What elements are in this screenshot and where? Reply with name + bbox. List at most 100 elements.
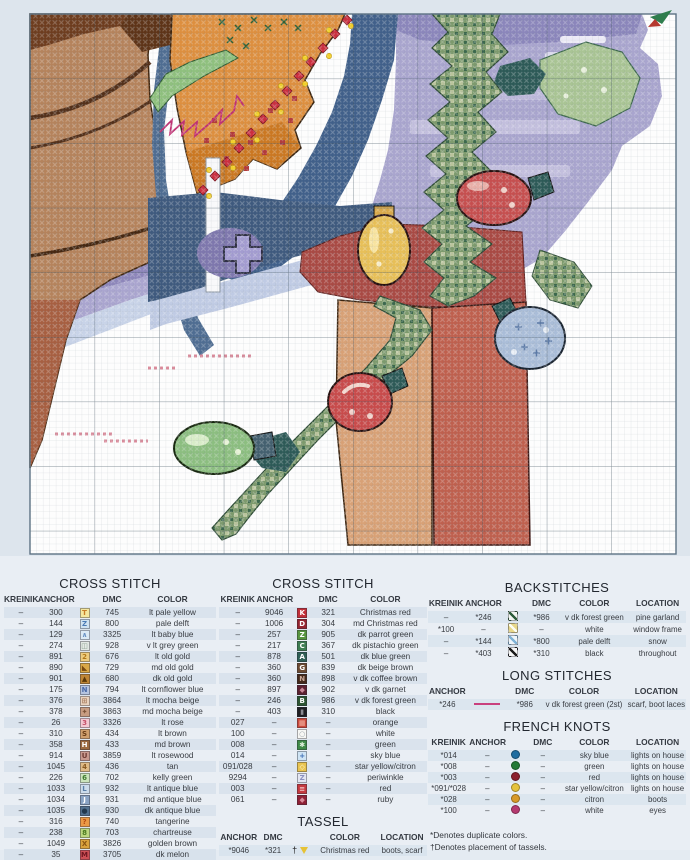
- column-header: COLOR: [579, 737, 610, 747]
- column-header: ANCHOR: [465, 598, 502, 608]
- column-header: COLOR: [370, 594, 401, 604]
- table-row: –9046 K 321 Christmas red: [219, 607, 427, 618]
- grid-border: [29, 13, 677, 555]
- table-row: 008– ✱ – green: [219, 739, 427, 750]
- footnotes: *Denotes duplicate colors. †Denotes plac…: [428, 829, 686, 853]
- column-header: [505, 737, 526, 750]
- backstitches-table: KREINIK ANCHOR DMC COLOR LOCATION – *246 *986 v …: [428, 598, 686, 659]
- table-row: –1033 L 932 lt antique blue: [4, 783, 216, 794]
- long-stitches-title: LONG STITCHES: [502, 668, 612, 683]
- stitch-symbol: Z: [297, 630, 308, 640]
- column-header: [288, 832, 313, 845]
- column-header: COLOR: [579, 598, 610, 608]
- table-row: –26 3 3326 lt rose: [4, 717, 216, 728]
- column-header: DMC: [515, 686, 535, 696]
- table-row: *100– – white eyes: [440, 805, 666, 815]
- column-header: [292, 594, 313, 607]
- stitch-symbol: C: [297, 641, 308, 651]
- table-row: –310 S 434 lt brown: [18, 728, 187, 739]
- column-header: KREINIK: [428, 598, 464, 608]
- stitch-symbol: 2: [79, 652, 90, 662]
- stitch-symbol: ✱: [297, 740, 308, 750]
- french-knot-symbol: [511, 750, 521, 759]
- table-row: –274 ◫ 928 v lt grey green: [18, 640, 199, 651]
- table-row: –316? 740 tangerine: [18, 816, 190, 827]
- header-row: KREINIK ANCHOR DMC COLOR LOCATION: [428, 737, 686, 750]
- header-row: KREINIK ANCHOR DMC COLOR: [4, 594, 216, 607]
- table-row: –300 T 745 lt pale yellow: [4, 607, 216, 618]
- stitch-symbol: 6: [79, 773, 90, 783]
- table-row: *003– – red lights on house: [428, 772, 686, 783]
- stitch-symbol: ◫: [79, 641, 90, 651]
- header-row: KREINIK ANCHOR DMC COLOR: [219, 594, 427, 607]
- table-row: –144 Z 800 pale delft: [18, 618, 190, 629]
- column-header: LOCATION: [636, 598, 680, 608]
- table-row: –901 ▲ 680 dk old gold: [4, 673, 216, 684]
- french-knot-symbol: [511, 805, 521, 814]
- stitch-symbol: +: [297, 751, 308, 761]
- table-row: –360 N 898 v dk coffee brown: [219, 673, 427, 684]
- stitch-symbol: ●: [79, 806, 90, 816]
- long-stitch-symbol: [474, 703, 501, 705]
- column-header: KREINIK: [431, 737, 466, 747]
- table-row: – *144 *800 pale delft snow: [428, 635, 686, 647]
- column-header: DMC: [318, 594, 338, 604]
- table-row: 003– ≡ – red: [219, 783, 427, 794]
- column-header: DMC: [102, 594, 122, 604]
- legend-column-middle: CROSS STITCH KREINIK ANCHOR DMC COLOR –9046 K…: [219, 556, 427, 856]
- table-row: –257 Z 905 dk parrot green: [219, 629, 427, 640]
- stitch-symbol: ○: [297, 729, 308, 739]
- stitch-symbol: X: [79, 839, 90, 849]
- column-header: LOCATION: [634, 686, 678, 696]
- stitch-symbol: ◆: [297, 795, 308, 805]
- stitch-symbol: N: [297, 674, 308, 684]
- table-row: 014– + – sky blue: [230, 750, 401, 761]
- column-header: ANCHOR: [428, 686, 466, 696]
- column-header: ANCHOR: [469, 737, 507, 747]
- legend-column-left: CROSS STITCH KREINIK ANCHOR DMC COLOR –300 T 7…: [4, 556, 216, 860]
- table-row: –1035 ● 930 dk antique blue: [4, 805, 216, 816]
- stitch-symbol: K: [297, 608, 308, 618]
- table-row: 9294– Z – periwinkle: [228, 772, 404, 783]
- table-row: –878 A 501 dk blue green: [219, 651, 427, 662]
- column-header: LOCATION: [380, 832, 424, 842]
- column-header: DMC: [263, 832, 283, 842]
- stitch-symbol: 3: [79, 718, 90, 728]
- stitch-symbol: ⊞: [79, 696, 90, 706]
- table-row: 027– ▦ – orange: [219, 717, 427, 728]
- footnote-duplicate-colors: *Denotes duplicate colors.: [430, 830, 528, 840]
- column-header: LOCATION: [636, 737, 680, 747]
- table-row: – *246 *986 v dk forest green pine garland: [428, 611, 686, 623]
- stitch-symbol: S: [79, 729, 90, 739]
- backstitch-symbol: [508, 611, 519, 621]
- stitch-symbol: ▦: [297, 718, 308, 728]
- stitch-symbol: Z: [297, 773, 308, 783]
- table-row: *100– – white window frame: [437, 623, 682, 634]
- french-knot-symbol: [511, 783, 521, 792]
- french-knot-symbol: [511, 794, 521, 803]
- table-row: *008– – green lights on house: [440, 761, 685, 771]
- stitch-symbol: A: [297, 652, 308, 662]
- table-row: 100– ○ – white: [230, 728, 395, 739]
- footnote-tassels: †Denotes placement of tassels.: [430, 842, 547, 852]
- table-row: *9046 *321 † Christmas red boots, scarf: [219, 845, 427, 856]
- table-row: –1045 4 436 tan: [4, 761, 216, 772]
- french-knot-symbol: [511, 761, 521, 770]
- cross-stitch-table-left: KREINIK ANCHOR DMC COLOR –300 T 745 lt pale yel…: [4, 594, 216, 860]
- stitch-symbol: ▮: [297, 707, 308, 717]
- column-header: KREINIK: [220, 594, 255, 604]
- long-stitches-table: ANCHOR DMC COLOR LOCATION *246 *986 v dk fores…: [428, 686, 686, 710]
- cross-stitch-mid-title: CROSS STITCH: [272, 576, 374, 591]
- stitch-chart-area: [29, 10, 677, 555]
- stitch-symbol: D: [297, 619, 308, 629]
- header-row: ANCHOR DMC COLOR LOCATION: [428, 686, 686, 699]
- legend-column-right: BACKSTITCHES KREINIK ANCHOR DMC COLOR LOCATI…: [428, 556, 686, 853]
- table-row: *028– – citron boots: [428, 794, 686, 805]
- stitch-symbol: M: [79, 850, 90, 860]
- table-row: 091/028– ◇ – star yellow/citron: [219, 761, 427, 772]
- stitch-symbol: T: [79, 608, 90, 618]
- table-row: –358 H 433 md brown: [4, 739, 216, 750]
- table-row: 061– ◆ – ruby: [230, 794, 394, 805]
- column-header: COLOR: [568, 686, 600, 696]
